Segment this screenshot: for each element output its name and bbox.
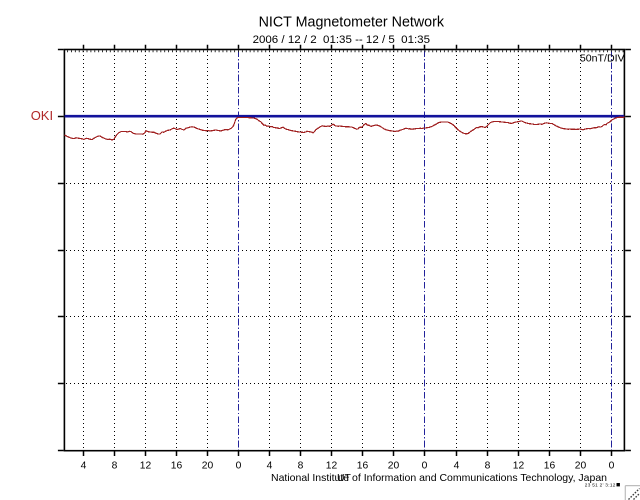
svg-text:0: 0 bbox=[236, 461, 242, 472]
svg-text:NICT Magnetometer Network: NICT Magnetometer Network bbox=[259, 15, 445, 31]
svg-text:2006 / 12 / 2 01:35 -- 12 / 5: 2006 / 12 / 2 01:35 -- 12 / 5 01:35 bbox=[253, 34, 430, 46]
svg-text:20: 20 bbox=[388, 461, 400, 472]
svg-text:4: 4 bbox=[454, 461, 460, 472]
svg-text:0: 0 bbox=[609, 461, 615, 472]
svg-text:23 51 2’ 3:12: 23 51 2’ 3:12 bbox=[585, 483, 616, 488]
svg-text:8: 8 bbox=[485, 461, 491, 472]
svg-text:16: 16 bbox=[357, 461, 369, 472]
svg-text:50nT/DIV: 50nT/DIV bbox=[580, 53, 625, 64]
svg-text:20: 20 bbox=[202, 461, 214, 472]
svg-text:20: 20 bbox=[575, 461, 587, 472]
svg-text:16: 16 bbox=[544, 461, 556, 472]
svg-text:8: 8 bbox=[298, 461, 304, 472]
svg-text:National Institute of Informat: National Institute of Information and Co… bbox=[271, 473, 607, 484]
svg-text:16: 16 bbox=[171, 461, 183, 472]
svg-text:UT: UT bbox=[337, 473, 352, 484]
svg-text:12: 12 bbox=[513, 461, 525, 472]
svg-text:4: 4 bbox=[81, 461, 87, 472]
svg-text:0: 0 bbox=[422, 461, 428, 472]
svg-text:12: 12 bbox=[140, 461, 152, 472]
svg-text:OKI: OKI bbox=[31, 108, 53, 123]
svg-text:8: 8 bbox=[112, 461, 118, 472]
svg-text:4: 4 bbox=[267, 461, 273, 472]
svg-text:12: 12 bbox=[326, 461, 338, 472]
